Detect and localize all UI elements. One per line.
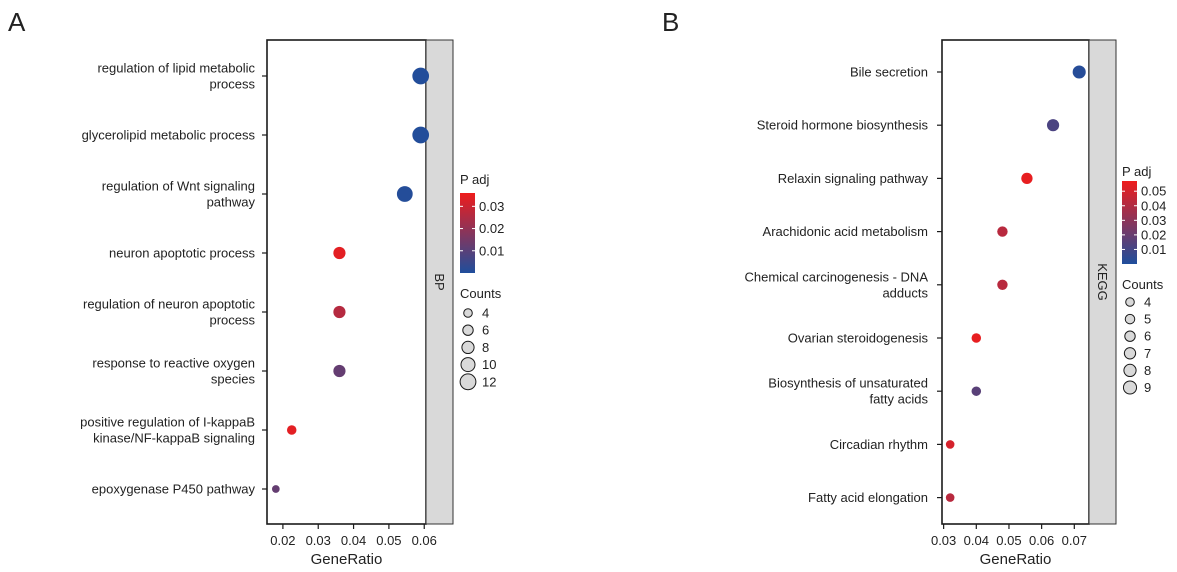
color-legend-bar <box>460 193 475 273</box>
data-point <box>945 493 955 502</box>
facet-strip-label: KEGG <box>1095 263 1110 301</box>
size-legend-key <box>462 324 474 336</box>
data-point <box>997 226 1008 237</box>
category-label: Biosynthesis of unsaturated fatty acids <box>768 376 928 407</box>
category-label: Chemical carcinogenesis - DNA adducts <box>744 269 928 300</box>
data-point <box>271 485 280 493</box>
size-legend-key <box>463 308 473 318</box>
color-legend-label: 0.05 <box>1141 184 1166 199</box>
data-point <box>333 364 346 378</box>
size-legend-key <box>459 373 477 391</box>
color-legend-title: P adj <box>460 172 490 187</box>
category-label: regulation of neuron apoptotic process <box>83 297 256 328</box>
size-legend-key <box>1124 313 1136 325</box>
color-legend-label: 0.01 <box>479 243 504 258</box>
size-legend-label: 8 <box>482 340 489 355</box>
category-label: Bile secretion <box>850 65 928 80</box>
facet-strip <box>1088 39 1117 525</box>
size-legend-key <box>1125 297 1135 307</box>
data-point <box>1046 119 1060 132</box>
data-point <box>396 186 413 202</box>
size-legend-label: 7 <box>1144 346 1151 361</box>
panel-a-letter: A <box>8 7 26 37</box>
size-legend-label: 12 <box>482 374 496 389</box>
size-legend-label: 4 <box>482 306 489 321</box>
size-legend-key <box>461 340 475 354</box>
plot-frame <box>941 39 1090 525</box>
category-label: Fatty acid elongation <box>808 490 928 505</box>
data-point <box>997 279 1008 290</box>
size-legend-label: 10 <box>482 357 496 372</box>
data-point <box>286 425 297 435</box>
data-point <box>1021 172 1033 185</box>
x-tick-label: 0.05 <box>376 533 401 548</box>
color-legend-label: 0.03 <box>1141 213 1166 228</box>
color-legend-label: 0.04 <box>1141 198 1166 213</box>
data-point <box>333 305 346 319</box>
color-legend-label: 0.02 <box>479 221 504 236</box>
data-point <box>412 126 430 144</box>
facet-strip-label: BP <box>432 273 447 290</box>
x-tick-label: 0.04 <box>341 533 366 548</box>
size-legend-key <box>460 357 476 373</box>
color-legend-label: 0.01 <box>1141 242 1166 257</box>
panel-b-letter: B <box>662 7 679 37</box>
category-label: Steroid hormone biosynthesis <box>757 118 929 133</box>
size-legend-key <box>1122 380 1138 395</box>
size-legend-title: Counts <box>460 286 502 301</box>
category-label: Relaxin signaling pathway <box>778 171 929 186</box>
panel-a: BP 0.02 0.03 0.04 0.05 0.06 GeneRatio regulatio… <box>80 39 504 568</box>
x-tick-label: 0.07 <box>1062 533 1087 548</box>
x-tick-label: 0.03 <box>306 533 331 548</box>
color-legend-label: 0.03 <box>479 199 504 214</box>
x-tick-label: 0.04 <box>964 533 989 548</box>
category-label: glycerolipid metabolic process <box>82 128 256 143</box>
category-label: positive regulation of I-kappaB kinase/NF… <box>80 415 255 446</box>
data-point <box>333 246 346 260</box>
x-tick-label: 0.02 <box>270 533 295 548</box>
size-legend-key <box>1123 363 1137 377</box>
category-label: Ovarian steroidogenesis <box>788 331 929 346</box>
data-point <box>945 440 955 449</box>
color-legend-title: P adj <box>1122 164 1152 179</box>
category-label: response to reactive oxygen species <box>92 356 255 387</box>
data-point <box>971 386 982 396</box>
data-point <box>412 67 430 85</box>
category-label: regulation of Wnt signaling pathway <box>102 179 256 210</box>
x-tick-label: 0.06 <box>412 533 437 548</box>
x-tick-label: 0.06 <box>1029 533 1054 548</box>
color-legend-bar <box>1122 181 1137 264</box>
color-legend-label: 0.02 <box>1141 227 1166 242</box>
size-legend-label: 6 <box>1144 329 1151 344</box>
x-axis-title: GeneRatio <box>311 551 383 568</box>
size-legend-title: Counts <box>1122 277 1164 292</box>
category-label: epoxygenase P450 pathway <box>92 482 256 497</box>
x-tick-label: 0.03 <box>931 533 956 548</box>
size-legend-label: 5 <box>1144 312 1151 327</box>
size-legend-label: 9 <box>1144 380 1151 395</box>
x-tick-label: 0.05 <box>996 533 1021 548</box>
category-label: regulation of lipid metabolic process <box>97 61 255 92</box>
category-label: Circadian rhythm <box>830 437 928 452</box>
data-point <box>971 333 982 343</box>
size-legend-label: 8 <box>1144 363 1151 378</box>
size-legend-label: 4 <box>1144 295 1151 310</box>
x-axis-title: GeneRatio <box>980 551 1052 568</box>
data-point <box>1072 65 1086 79</box>
size-legend-key <box>1123 347 1137 360</box>
plot-frame <box>266 39 427 525</box>
size-legend-key <box>1124 330 1136 342</box>
size-legend-label: 6 <box>482 323 489 338</box>
category-label: Arachidonic acid metabolism <box>763 224 928 239</box>
category-label: neuron apoptotic process <box>109 246 255 261</box>
facet-strip <box>425 39 454 525</box>
